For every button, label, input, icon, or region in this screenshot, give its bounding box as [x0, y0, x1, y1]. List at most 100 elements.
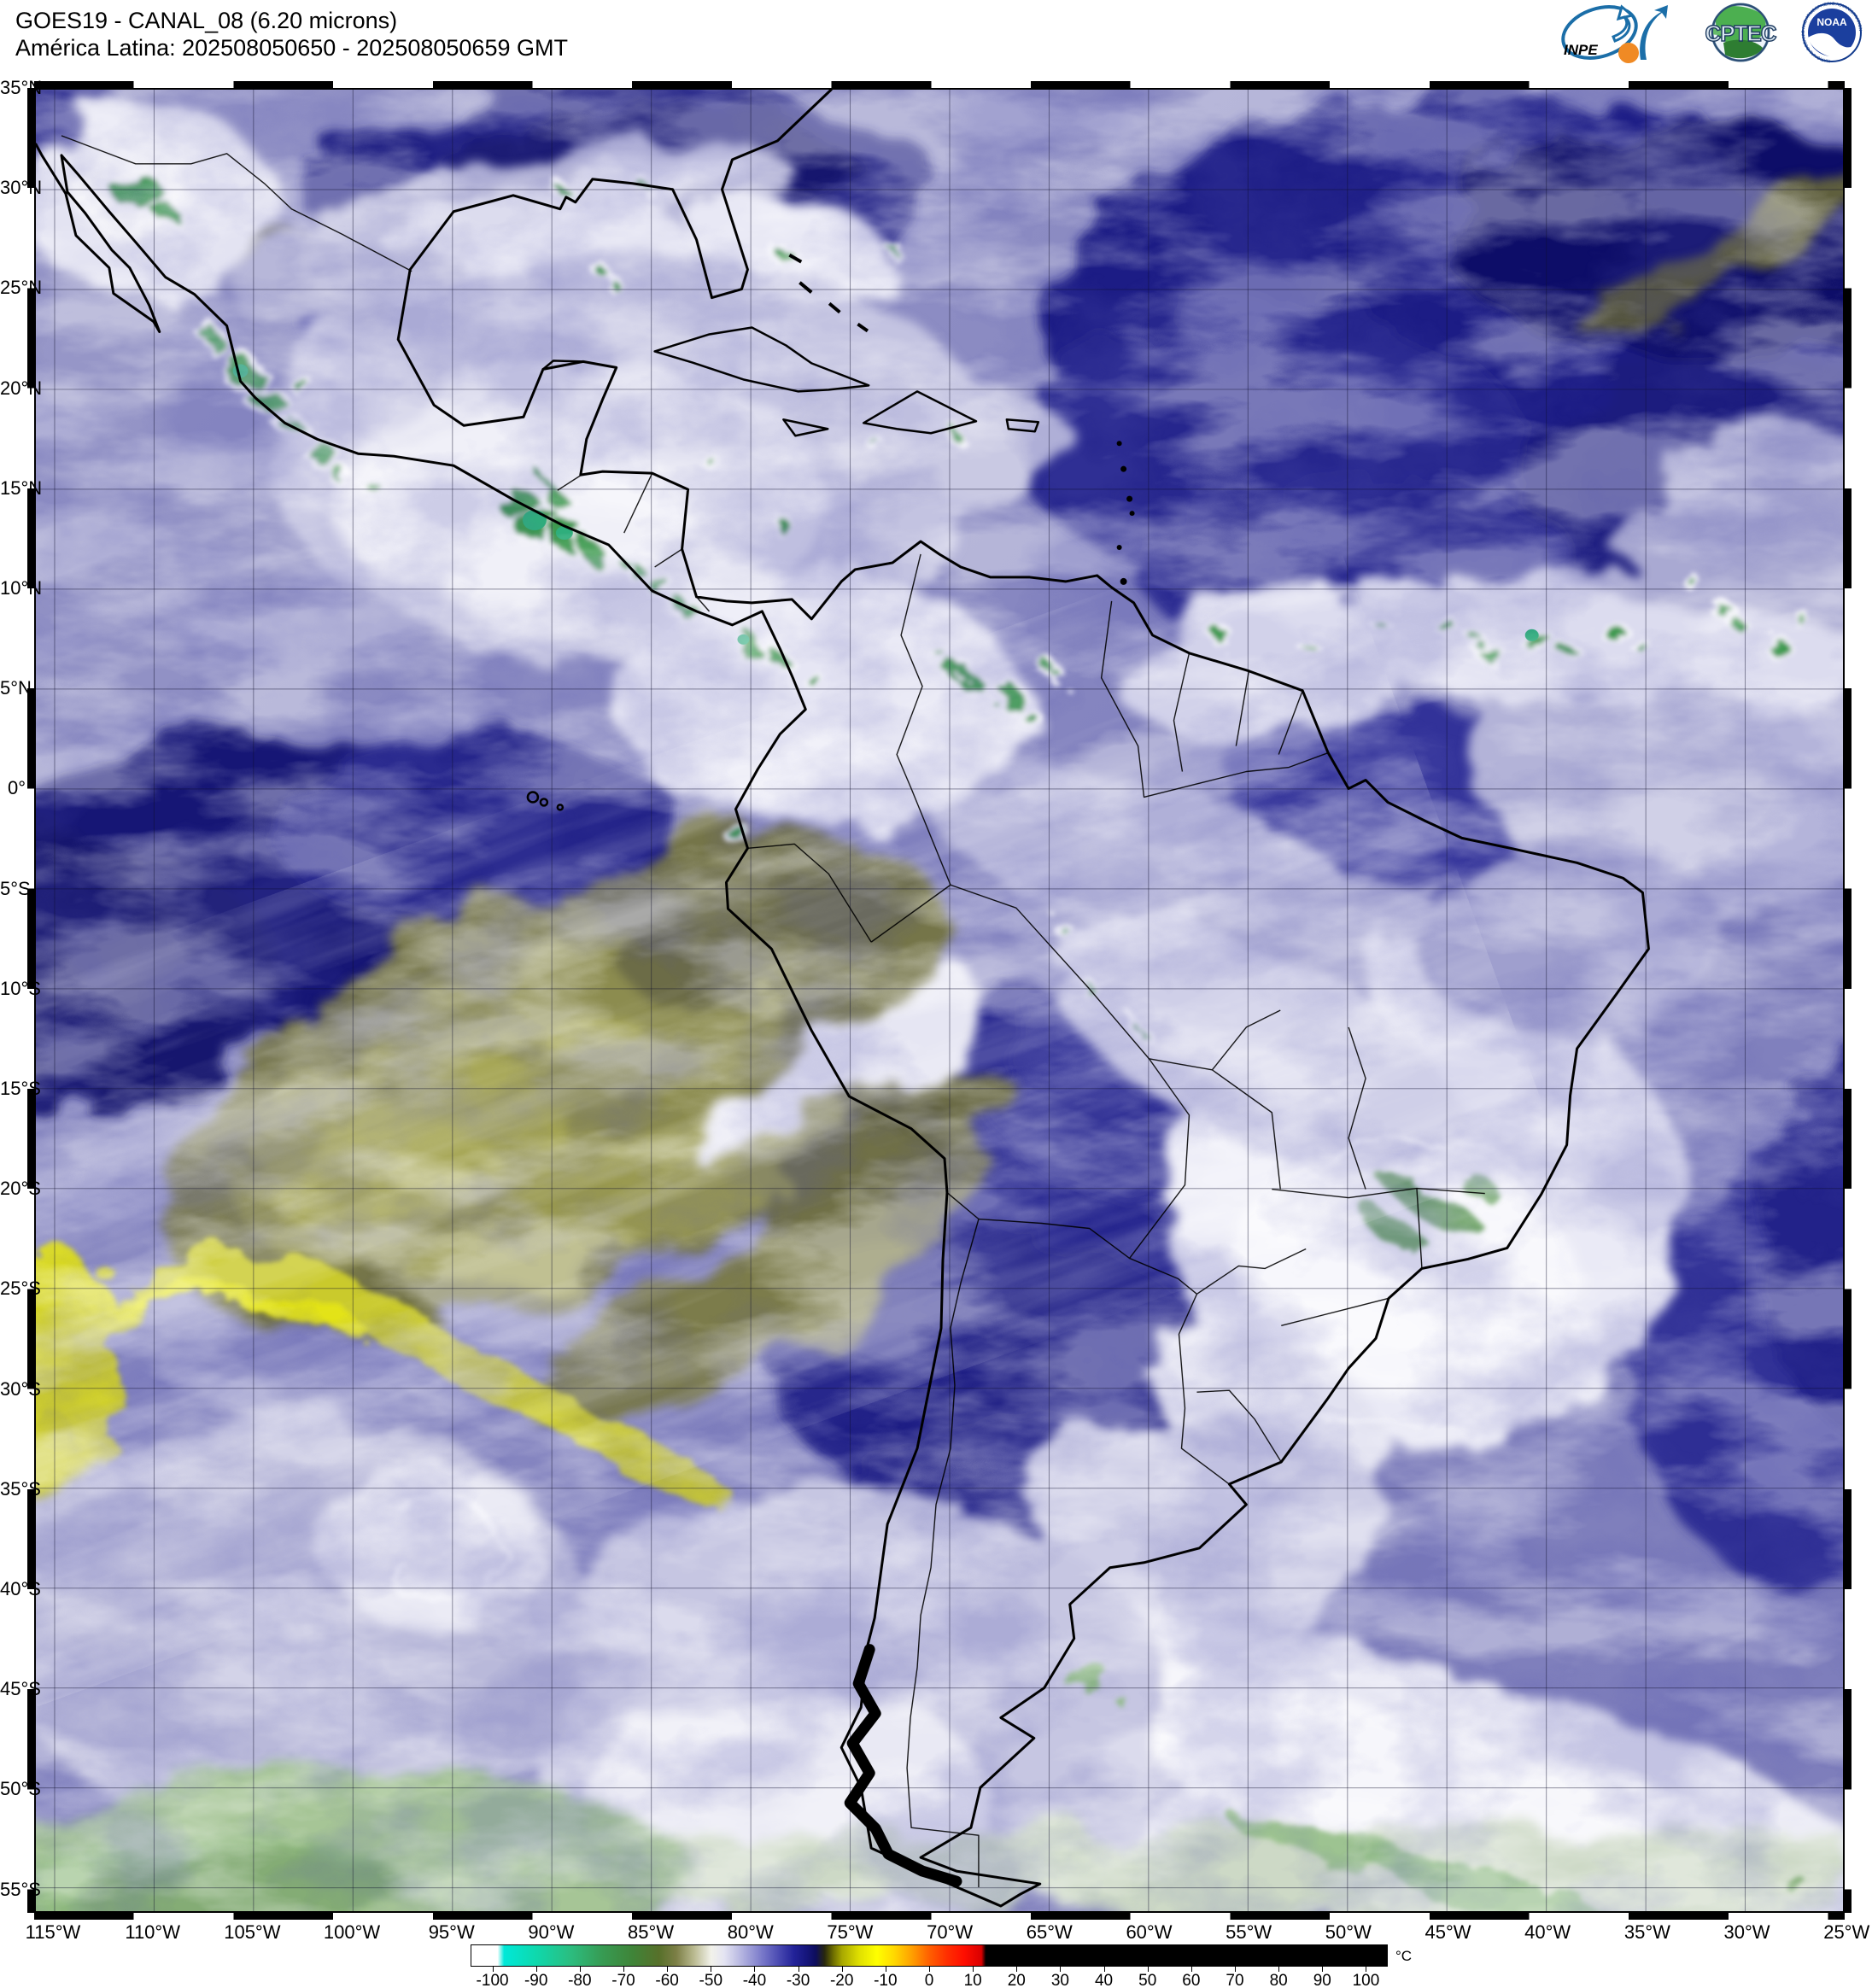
lat-label: 0°: [7, 777, 26, 799]
colorbar-tick: [535, 1967, 537, 1972]
colorbar-tick-label: 60: [1182, 1972, 1201, 1988]
lat-label: 45°S: [0, 1678, 41, 1700]
lat-label: 10°S: [0, 977, 41, 999]
lon-label: 110°W: [125, 1921, 180, 1943]
colorbar-unit: °C: [1395, 1948, 1413, 1964]
map-frame-band-right: [1845, 88, 1852, 1913]
satellite-map: [34, 88, 1845, 1913]
colorbar-tick: [1190, 1967, 1192, 1972]
lat-label: 35°N: [0, 77, 43, 98]
lon-label: 25°W: [1823, 1921, 1870, 1943]
island-dots: [788, 253, 1135, 585]
cptec-globe-icon: [1712, 6, 1766, 59]
lat-label: 30°N: [0, 177, 43, 199]
colorbar-tick: [623, 1967, 624, 1972]
colorbar-tick-label: 0: [924, 1972, 934, 1988]
lon-label: 105°W: [224, 1921, 281, 1943]
colorbar-tick-label: -70: [611, 1972, 635, 1988]
colorbar-tick: [1016, 1967, 1018, 1972]
colorbar-tick: [1060, 1967, 1062, 1972]
colorbar-tick-label: -30: [786, 1972, 810, 1988]
noaa-logo: NOAA NATIONAL OCEANIC AND ATMOSPHERIC AD…: [1801, 2, 1863, 63]
colorbar-tick-label: 50: [1138, 1972, 1157, 1988]
colorbar-tick-label: 90: [1313, 1972, 1331, 1988]
lat-label: 20°S: [0, 1178, 41, 1200]
colorbar-tick-label: -60: [655, 1972, 679, 1988]
lat-label: 5°N: [0, 677, 32, 699]
colorbar-tick-label: -80: [568, 1972, 592, 1988]
galapagos-islands: [526, 791, 565, 811]
colorbar-tick: [1235, 1967, 1236, 1972]
inpe-logo-label: INPE: [1564, 42, 1598, 58]
water-vapor-imagery: [36, 90, 1843, 1911]
inpe-logo: INPE: [1561, 4, 1668, 63]
lat-label: 50°S: [0, 1778, 41, 1800]
lon-label: 50°W: [1325, 1921, 1372, 1943]
lon-label: 30°W: [1723, 1921, 1770, 1943]
lon-label: 95°W: [428, 1921, 475, 1943]
lon-label: 80°W: [727, 1921, 774, 1943]
colorbar-tick-label: 80: [1269, 1972, 1288, 1988]
colorbar-tick-label: -90: [524, 1972, 548, 1988]
lon-label: 55°W: [1226, 1921, 1272, 1943]
lat-label: 35°S: [0, 1477, 41, 1500]
map-frame-band-bottom: [34, 1913, 1845, 1920]
colorbar-tick-label: -100: [476, 1972, 509, 1988]
colorbar-tick: [754, 1967, 756, 1972]
colorbar-tick: [579, 1967, 581, 1972]
colorbar-tick: [1278, 1967, 1280, 1972]
colorbar-tick: [667, 1967, 669, 1972]
noaa-gull-icon: [1808, 32, 1856, 58]
colorbar-tick: [973, 1967, 974, 1972]
colorbar-tick-label: 70: [1226, 1972, 1244, 1988]
map-frame-band-top: [34, 81, 1845, 88]
colorbar-tick-label: -50: [699, 1972, 723, 1988]
temperature-colorbar: [471, 1944, 1388, 1967]
colorbar-tick: [492, 1967, 494, 1972]
cptec-logo: CPTEC: [1705, 3, 1778, 62]
lat-label: 55°S: [0, 1878, 41, 1900]
map-frame-band-left: [27, 88, 34, 1913]
cptec-logo-label: CPTEC: [1705, 20, 1776, 46]
lat-label: 25°S: [0, 1278, 41, 1300]
lon-label: 115°W: [25, 1921, 81, 1943]
colorbar-tick-label: -40: [742, 1972, 767, 1988]
lat-label: 20°N: [0, 377, 43, 399]
lat-label: 40°S: [0, 1578, 41, 1599]
lat-label: 15°N: [0, 477, 43, 499]
political-borders: [61, 135, 1485, 1888]
noaa-logo-label: NOAA: [1816, 16, 1847, 28]
colorbar-tick-label: -10: [874, 1972, 898, 1988]
colorbar-tick-label: 30: [1050, 1972, 1069, 1988]
colorbar-tick: [841, 1967, 843, 1972]
lon-label: 70°W: [927, 1921, 974, 1943]
inpe-arrow-icon: [1640, 5, 1668, 60]
lon-label: 35°W: [1623, 1921, 1670, 1943]
lat-label: 15°S: [0, 1078, 41, 1099]
graticule: [36, 90, 1843, 1911]
lon-label: 65°W: [1026, 1921, 1073, 1943]
colorbar-tick: [1103, 1967, 1105, 1972]
inpe-orange-dot-icon: [1618, 43, 1639, 63]
colorbar-tick-label: -20: [829, 1972, 854, 1988]
lat-label: 5°S: [0, 877, 31, 899]
colorbar-tick-label: 100: [1352, 1972, 1380, 1988]
fjord-coast: [844, 1644, 962, 1887]
lon-label: 40°W: [1524, 1921, 1571, 1943]
lon-label: 100°W: [323, 1921, 381, 1943]
colorbar-tick-label: 40: [1094, 1972, 1114, 1988]
lon-label: 90°W: [528, 1921, 575, 1943]
colorbar-tick: [1322, 1967, 1324, 1972]
lon-label: 85°W: [628, 1921, 675, 1943]
lat-label: 30°S: [0, 1377, 41, 1400]
lat-label: 10°N: [0, 577, 43, 599]
colorbar-tick: [1147, 1967, 1149, 1972]
lon-label: 45°W: [1424, 1921, 1471, 1943]
lat-label: 25°N: [0, 277, 43, 299]
lon-label: 60°W: [1126, 1921, 1173, 1943]
product-title: GOES19 - CANAL_08 (6.20 microns): [15, 8, 398, 33]
colorbar-tick: [929, 1967, 930, 1972]
colorbar-tick-label: 20: [1007, 1972, 1026, 1988]
colorbar-tick-label: 10: [963, 1972, 982, 1988]
